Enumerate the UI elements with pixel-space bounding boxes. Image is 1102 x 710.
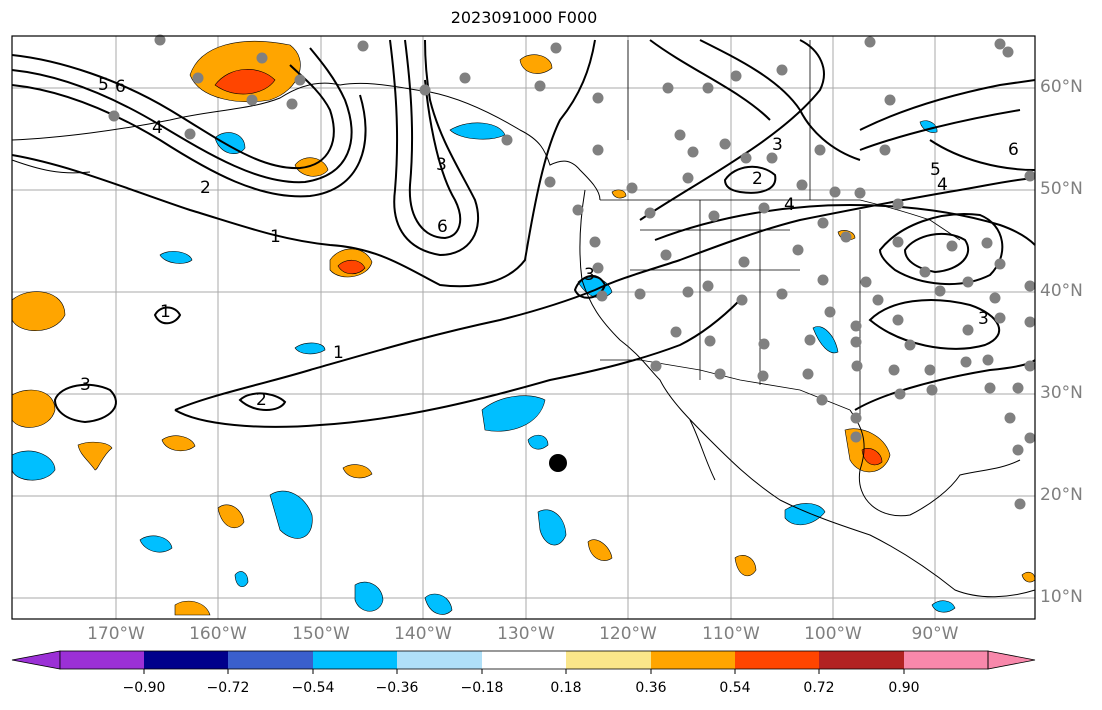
contour-label: 4	[937, 175, 948, 195]
colorbar-tick-label: 0.54	[719, 680, 751, 696]
colorbar-tick-label: 0.72	[803, 680, 835, 696]
latitude-label: 10°N	[1040, 587, 1083, 607]
contour-label: 5	[930, 160, 941, 180]
colorbar-tick-label: 0.90	[888, 680, 920, 696]
longitude-label: 170°W	[87, 624, 145, 644]
contour-label: 1	[270, 227, 281, 247]
contour-label: 6	[1008, 140, 1019, 160]
longitude-label: 160°W	[189, 624, 247, 644]
map-title: 2023091000 F000	[450, 8, 598, 27]
station-markers	[108, 34, 1036, 510]
colorbar-tick-label: −0.18	[460, 680, 504, 696]
contour-label: 6	[437, 217, 448, 237]
longitude-label: 120°W	[599, 624, 657, 644]
latitude-label: 30°N	[1040, 383, 1083, 403]
longitude-label: 140°W	[394, 624, 452, 644]
colorbar-tick-label: −0.54	[291, 680, 335, 696]
longitude-label: 130°W	[497, 624, 555, 644]
longitude-label: 110°W	[702, 624, 760, 644]
colorbar	[11, 650, 1036, 674]
longitude-label: 150°W	[292, 624, 350, 644]
contour-lines	[11, 39, 1036, 428]
colorbar-tick-label: −0.36	[375, 680, 419, 696]
colorbar-tick-label: 0.18	[550, 680, 582, 696]
contour-label: 2	[200, 178, 211, 198]
latitude-label: 20°N	[1040, 485, 1083, 505]
contour-label: 3	[584, 265, 595, 285]
contour-label: 2	[256, 390, 267, 410]
contour-label: 3	[978, 309, 989, 329]
contour-label: 1	[333, 343, 344, 363]
colorbar-tick-label: −0.90	[122, 680, 166, 696]
contour-label: 3	[80, 375, 91, 395]
longitude-label: 100°W	[804, 624, 862, 644]
contour-label: 3	[772, 135, 783, 155]
latitude-label: 40°N	[1040, 281, 1083, 301]
contour-label: 6	[115, 77, 126, 97]
contour-label: 4	[784, 195, 795, 215]
contour-label: 5	[98, 75, 109, 95]
shaded-fields	[11, 40, 1036, 616]
longitude-label: 90°W	[911, 624, 959, 644]
contour-label-group: 6 5 4 2 1 3 1 1 2 3 6 3 2 4 3 5 4 3 6	[80, 75, 1019, 410]
contour-label: 1	[160, 302, 171, 322]
colorbar-tick-label: 0.36	[635, 680, 667, 696]
latitude-label: 50°N	[1040, 179, 1083, 199]
coastlines	[11, 82, 1036, 598]
colorbar-tick-label: −0.72	[206, 680, 250, 696]
contour-label: 2	[752, 169, 763, 189]
contour-label: 4	[152, 118, 163, 138]
latitude-label: 60°N	[1040, 77, 1083, 97]
contour-label: 3	[436, 155, 447, 175]
map-frame	[11, 35, 1036, 620]
location-point	[549, 454, 567, 472]
